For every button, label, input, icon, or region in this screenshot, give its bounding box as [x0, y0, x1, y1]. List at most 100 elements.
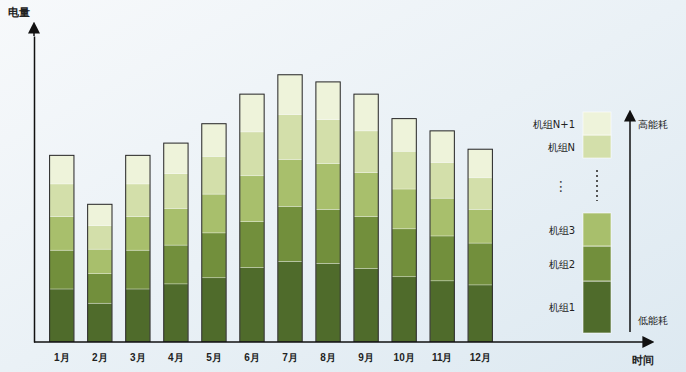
x-tick: 4月 [168, 342, 184, 363]
x-axis-title: 时间 [632, 354, 654, 367]
legend-swatch [583, 112, 611, 135]
legend-label: 机组3 [549, 225, 575, 236]
bar-segment [316, 120, 340, 164]
chart: 1月2月3月4月5月6月7月8月9月10月11月12月电量时间机组1机组2机组3… [0, 0, 686, 372]
bar-segment [468, 209, 492, 243]
legend-gap-dots [596, 170, 598, 201]
bar-outline [202, 124, 226, 342]
bar-segment [278, 115, 302, 160]
bar-segment [430, 131, 454, 163]
x-tick-label: 10月 [394, 352, 415, 363]
bar-segment [88, 226, 112, 249]
bar-segment [468, 178, 492, 210]
bar-segment [126, 289, 150, 342]
legend-swatch [583, 246, 611, 281]
x-tick: 3月 [130, 342, 146, 363]
bar-outline [240, 94, 264, 342]
bar-segment [202, 124, 226, 157]
energy-high-label: 高能耗 [638, 119, 668, 130]
energy-low-label: 低能耗 [638, 315, 668, 326]
x-tick: 10月 [394, 342, 415, 363]
x-tick: 11月 [432, 342, 453, 363]
bar-segment [50, 155, 74, 184]
x-tick: 12月 [470, 342, 491, 363]
y-axis-arrow [33, 24, 35, 36]
x-tick: 8月 [320, 342, 336, 363]
bar-segment [202, 194, 226, 233]
bar-segment [126, 155, 150, 184]
bar-segment [392, 229, 416, 277]
bar-segment [430, 281, 454, 342]
bar-segment [430, 198, 454, 236]
legend-swatch [583, 281, 611, 333]
bar-segment [126, 217, 150, 251]
bar-segment [240, 132, 264, 176]
x-tick-label: 7月 [282, 352, 298, 363]
bar-segment [164, 208, 188, 245]
x-tick-label: 4月 [168, 352, 184, 363]
bar-segment [468, 149, 492, 178]
bar-segment [50, 217, 74, 251]
bar-segment [240, 176, 264, 222]
bar-segment [354, 173, 378, 217]
bar-segment [316, 82, 340, 120]
x-tick: 7月 [282, 342, 298, 363]
x-tick: 6月 [244, 342, 260, 363]
bars [50, 75, 493, 342]
legend-label: 机组N+1 [533, 119, 575, 130]
bar-segment [88, 249, 112, 273]
bar-segment [88, 303, 112, 342]
bar-segment [278, 261, 302, 342]
x-tick: 1月 [54, 342, 70, 363]
bar-segment [316, 209, 340, 263]
bar-segment [164, 143, 188, 174]
bar-segment [202, 233, 226, 278]
bar-segment [354, 131, 378, 173]
bar-segment [278, 159, 302, 206]
bar-segment [278, 75, 302, 115]
bar-segment [468, 285, 492, 342]
x-tick-label: 12月 [470, 352, 491, 363]
x-tick-label: 11月 [432, 352, 453, 363]
bar-segment [50, 184, 74, 217]
bar-segment [240, 222, 264, 268]
bar-segment [430, 162, 454, 198]
bar-outline [430, 131, 454, 342]
y-axis [34, 37, 35, 343]
legend-label: 机组1 [549, 302, 575, 313]
x-tick: 9月 [358, 342, 374, 363]
bar-segment [240, 268, 264, 342]
bar-segment [392, 119, 416, 152]
x-tick-label: 8月 [320, 352, 336, 363]
x-tick-label: 3月 [130, 352, 146, 363]
x-tick-label: 6月 [244, 352, 260, 363]
bar-segment [202, 156, 226, 194]
bar-outline [164, 143, 188, 342]
y-axis-line [34, 37, 36, 343]
bar-segment [354, 94, 378, 131]
bar-outline [354, 94, 378, 342]
bar-segment [392, 189, 416, 229]
x-axis: 1月2月3月4月5月6月7月8月9月10月11月12月 [43, 342, 501, 363]
bar-segment [354, 217, 378, 269]
bar-segment [50, 289, 74, 342]
legend: 机组1机组2机组3机组N机组N+1⋮高能耗低能耗 [533, 112, 668, 333]
bar-segment [392, 277, 416, 342]
bar-segment [50, 250, 74, 289]
bar-outline [468, 149, 492, 342]
bar-segment [430, 236, 454, 281]
legend-swatch [583, 135, 611, 158]
energy-arrow [629, 112, 631, 332]
bar-segment [88, 274, 112, 304]
bar-segment [354, 269, 378, 342]
bar-segment [88, 204, 112, 225]
bar-outline [316, 82, 340, 342]
y-axis-title: 电量 [8, 6, 30, 19]
bar-outline [50, 155, 74, 342]
bar-outline [278, 75, 302, 342]
bar-segment [126, 250, 150, 289]
x-tick-label: 1月 [54, 352, 70, 363]
x-tick-label: 2月 [92, 352, 108, 363]
bar-segment [468, 243, 492, 285]
legend-swatch [583, 213, 611, 246]
